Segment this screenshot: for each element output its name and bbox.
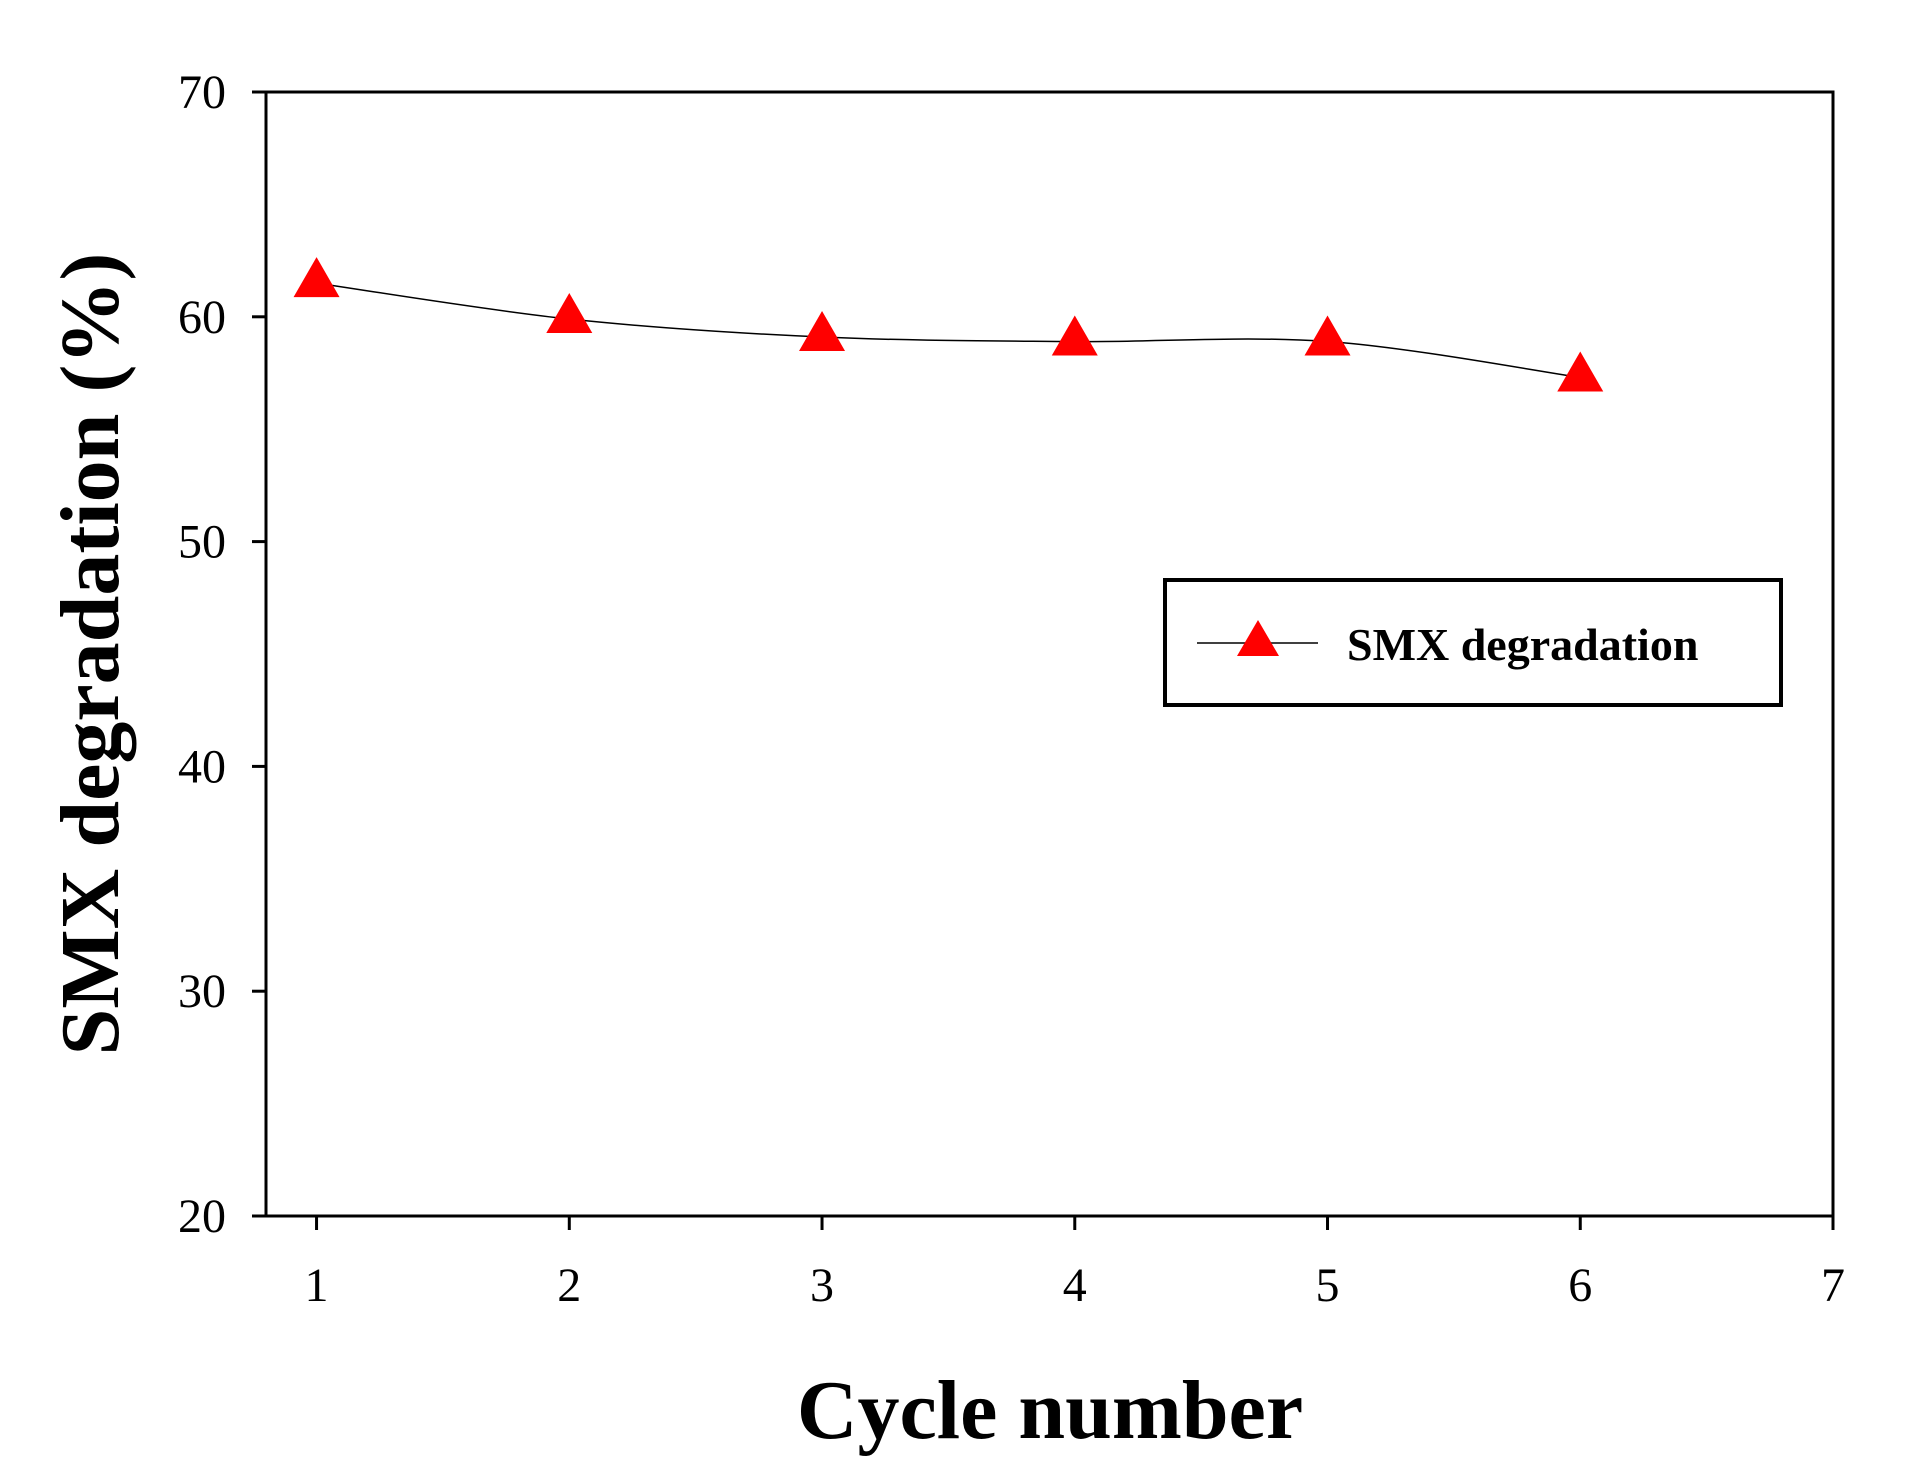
y-tick-label: 60 bbox=[178, 291, 226, 344]
legend: SMX degradation bbox=[1163, 578, 1783, 707]
x-axis-ticks: 1 2 3 4 5 6 7 bbox=[305, 1216, 1845, 1312]
data-point-marker bbox=[799, 311, 846, 352]
series-layer bbox=[293, 257, 1604, 392]
y-axis-ticks: 20 30 40 50 60 70 bbox=[178, 66, 266, 1243]
data-point-marker bbox=[1304, 315, 1351, 356]
y-axis-title: SMX degradation (%) bbox=[44, 253, 137, 1056]
x-tick-label: 1 bbox=[305, 1259, 329, 1312]
x-tick-label: 7 bbox=[1821, 1259, 1845, 1312]
y-tick-label: 70 bbox=[178, 66, 226, 119]
legend-marker bbox=[1237, 620, 1279, 656]
data-point-marker bbox=[546, 293, 593, 334]
y-tick-label: 40 bbox=[178, 740, 226, 793]
data-point-marker bbox=[293, 257, 340, 298]
data-point-marker bbox=[1557, 351, 1604, 392]
y-tick-label: 50 bbox=[178, 516, 226, 569]
x-tick-label: 2 bbox=[557, 1259, 581, 1312]
x-tick-label: 6 bbox=[1568, 1259, 1592, 1312]
legend-label: SMX degradation bbox=[1347, 619, 1698, 670]
x-tick-label: 5 bbox=[1316, 1259, 1340, 1312]
x-tick-label: 4 bbox=[1063, 1259, 1087, 1312]
series-line bbox=[316, 282, 1581, 379]
y-tick-label: 20 bbox=[178, 1190, 226, 1243]
data-point-marker bbox=[1051, 315, 1098, 356]
y-tick-label: 30 bbox=[178, 965, 226, 1018]
x-axis-title: Cycle number bbox=[797, 1364, 1303, 1457]
x-tick-label: 3 bbox=[810, 1259, 834, 1312]
